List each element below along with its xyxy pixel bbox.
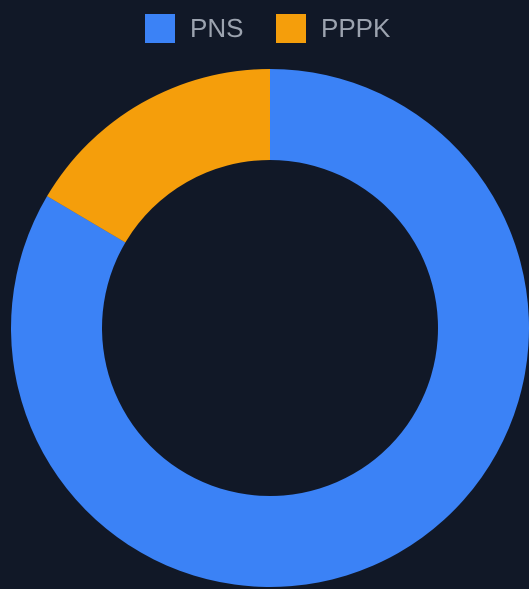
slice — [47, 69, 271, 243]
legend-swatch[interactable] — [145, 14, 175, 43]
legend-swatch[interactable] — [276, 14, 306, 43]
slice — [11, 69, 529, 587]
legend-label[interactable]: PNS — [190, 13, 243, 43]
legend-label[interactable]: PPPK — [321, 13, 391, 43]
